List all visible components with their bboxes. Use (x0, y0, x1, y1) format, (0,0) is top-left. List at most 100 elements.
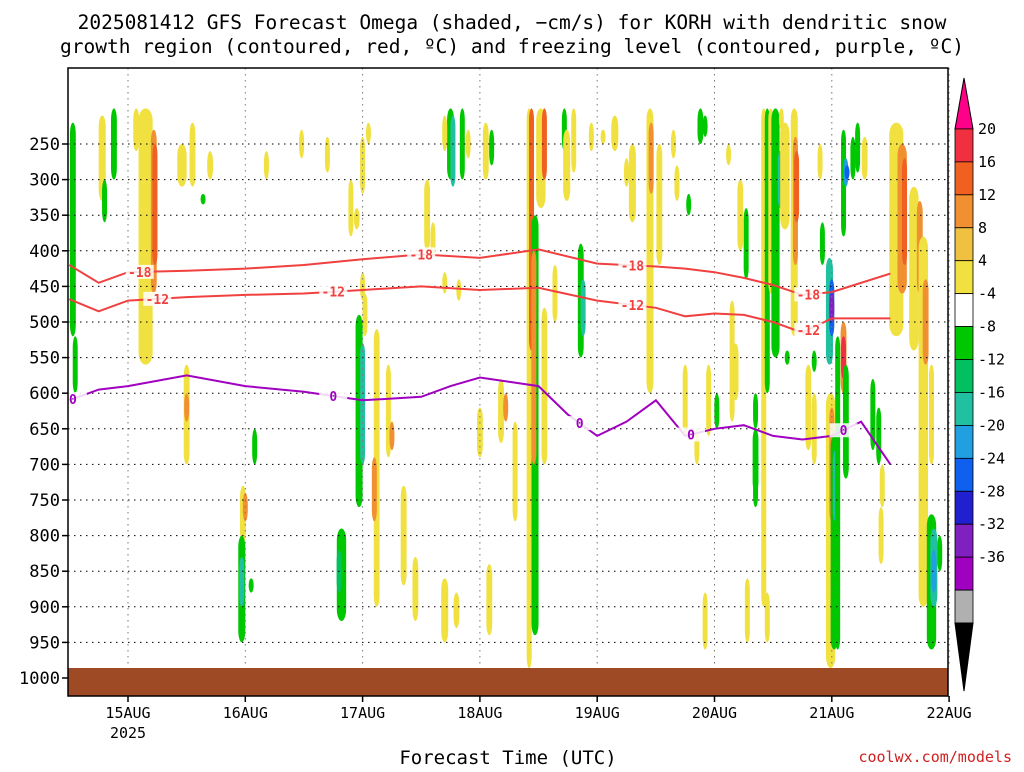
omega-shade-region (600, 129, 606, 144)
omega-shade-region (744, 578, 750, 643)
contour-label: -12 (621, 299, 644, 314)
y-tick-label: 550 (29, 349, 60, 369)
x-tick-label: 21AUG (809, 704, 854, 722)
omega-shade-region (784, 350, 790, 365)
omega-shade-region (850, 136, 856, 180)
contour-label-bg (794, 322, 823, 337)
contour-line (68, 248, 891, 296)
omega-shade-region (476, 407, 483, 458)
omega-shade-region (133, 108, 140, 152)
contour-label-bg (829, 423, 858, 438)
colorbar-label: -12 (978, 351, 1005, 369)
omega-shade-region (844, 165, 850, 180)
credit-text: coolwx.com/models (858, 748, 1012, 766)
contour-label: -18 (797, 288, 821, 303)
omega-shade-region (400, 485, 407, 586)
omega-shade-region (819, 222, 825, 266)
colorbar-swatch (954, 326, 974, 360)
contour-label-bg (618, 258, 647, 273)
y-tick-label: 250 (29, 135, 60, 155)
omega-shade-region (878, 507, 884, 565)
omega-shade-region (531, 250, 537, 465)
omega-shade-region (697, 108, 704, 144)
omega-shade-region (486, 564, 493, 636)
omega-shade-region (702, 115, 708, 137)
colorbar-swatch (954, 359, 974, 393)
contour-label-bg (618, 297, 647, 312)
colorbar-swatch (954, 293, 974, 327)
contour-label: -18 (621, 259, 645, 274)
colorbar-label: -24 (978, 449, 1005, 467)
grid-lines (68, 68, 950, 668)
omega-shade-region (714, 393, 720, 429)
omega-shade-region (459, 108, 465, 180)
omega-shade-region (552, 265, 558, 322)
omega-shade-region (624, 158, 630, 187)
ground-below-surface (68, 668, 948, 696)
y-tick-label: 500 (29, 313, 60, 333)
omega-shade-region (628, 144, 636, 223)
colorbar-label: -4 (978, 285, 996, 303)
omega-shade-region (541, 108, 547, 180)
omega-shade-region (686, 193, 692, 216)
omega-shade-region (870, 378, 876, 451)
omega-shade-region (239, 556, 245, 607)
x-year-label: 2025 (110, 724, 146, 742)
omega-shade-region (811, 393, 817, 465)
omega-shade-region (424, 179, 431, 251)
contour-label: -18 (128, 266, 152, 281)
omega-shade-region (453, 592, 460, 629)
colorbar-swatch (954, 457, 974, 492)
omega-shade-region (732, 343, 739, 401)
colorbar-label: 4 (978, 252, 987, 270)
omega-shade-region (498, 378, 504, 444)
contour-label-bg (319, 284, 348, 299)
omega-shade-region (177, 144, 187, 187)
contour-label: 0 (576, 417, 584, 432)
colorbar-label: -16 (978, 383, 1005, 401)
omega-shade-region (184, 393, 190, 422)
omega-shade-region (753, 393, 759, 429)
omega-shade-region (922, 279, 929, 365)
omega-shade-region (580, 279, 586, 337)
omega-shade-region (442, 115, 448, 152)
omega-shade-region (902, 158, 908, 266)
contour-line (68, 374, 892, 465)
omega-shade-region (72, 336, 78, 394)
colorbar-label: -36 (978, 548, 1005, 566)
omega-shade-region (465, 129, 471, 159)
omega-shade-region (670, 129, 676, 159)
y-tick-label: 400 (29, 242, 60, 262)
colorbar-swatch (954, 622, 974, 692)
colorbar-swatch (954, 194, 974, 229)
omega-shade-region (541, 307, 548, 465)
omega-shade-region (876, 407, 882, 465)
colorbar-swatch (954, 490, 974, 525)
colorbar-swatch (954, 77, 974, 130)
colorbar-swatch (954, 425, 974, 459)
omega-shade-region (811, 350, 817, 372)
omega-shade-region (152, 144, 158, 266)
omega-shade-region (829, 293, 835, 322)
contour-lines: -18 -18 -18 -18 -12 -12 -12 -12 0 0 0 0 0 (58, 247, 892, 465)
y-tick-label: 450 (29, 277, 60, 297)
omega-shade-region (835, 336, 841, 650)
colorbar-swatch (954, 392, 974, 426)
colorbar-label: 20 (978, 120, 996, 138)
contour-label-bg (794, 287, 823, 302)
y-axis: 250 300 350 400 450 500 550 600 650 700 750 800 850 9… (19, 135, 68, 689)
plot-area: -18 -18 -18 -18 -12 -12 -12 -12 0 0 0 0 0 (58, 67, 950, 697)
omega-shade-region (252, 428, 258, 465)
omega-shade-region (200, 193, 206, 205)
colorbar-label: 12 (978, 186, 996, 204)
omega-shade-region (450, 115, 456, 187)
omega-shade-region (138, 108, 153, 365)
omega-shade-region (682, 364, 688, 436)
y-tick-label: 750 (29, 491, 60, 511)
omega-shade-region (563, 129, 571, 201)
omega-shade-region (805, 364, 812, 451)
omega-shade-region (879, 464, 885, 508)
colorbar-label: -32 (978, 515, 1005, 533)
contour-label-bg (407, 247, 436, 262)
omega-shade-region (98, 115, 106, 201)
